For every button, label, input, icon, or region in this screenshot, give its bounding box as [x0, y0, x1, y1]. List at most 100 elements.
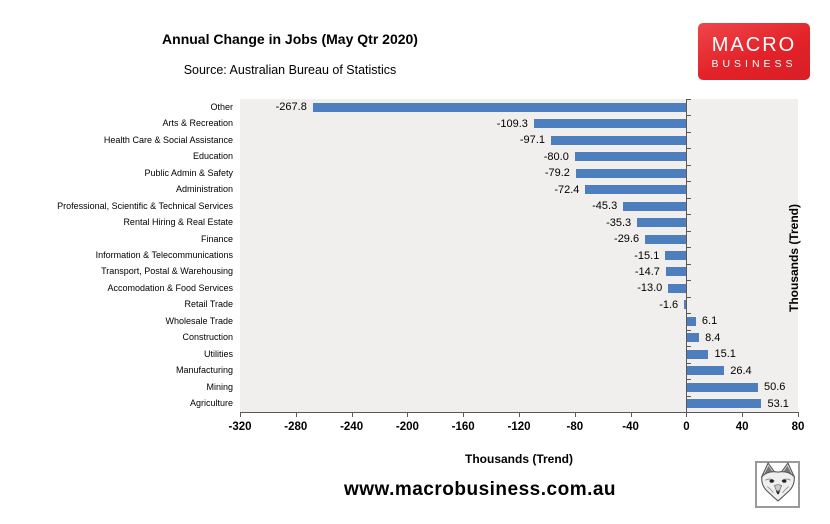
value-label: 6.1	[701, 315, 718, 328]
website-url: www.macrobusiness.com.au	[343, 479, 617, 500]
bar	[623, 201, 687, 211]
category-label: Wholesale Trade	[165, 315, 233, 326]
x-axis-tick	[463, 412, 464, 417]
value-label: -14.7	[634, 265, 660, 278]
value-label: -1.6	[659, 298, 679, 311]
x-axis-tick	[575, 412, 576, 417]
x-axis-tick	[407, 412, 408, 417]
x-tick-label: 0	[683, 421, 690, 433]
value-label: -267.8	[275, 101, 307, 114]
fox-head-icon	[760, 462, 796, 507]
category-axis-tick	[686, 330, 691, 331]
category-label: Accomodation & Food Services	[107, 282, 233, 293]
bar	[585, 185, 687, 195]
value-label: 15.1	[714, 348, 736, 361]
category-axis-tick	[686, 264, 691, 265]
x-tick-label: -200	[395, 421, 419, 433]
category-label: Transport, Postal & Warehousing	[101, 266, 233, 277]
category-label: Agriculture	[189, 398, 233, 409]
category-axis-tick	[686, 99, 691, 100]
category-label: Manufacturing	[175, 365, 233, 376]
category-label: Information & Telecommunications	[95, 250, 233, 260]
category-axis-tick	[686, 231, 691, 232]
category-label: Utilities	[203, 348, 233, 359]
x-tick-label: 80	[791, 421, 805, 433]
bar	[668, 283, 687, 293]
category-axis-tick	[686, 280, 691, 281]
bar	[575, 168, 687, 178]
category-axis-tick	[686, 379, 691, 380]
category-label: Health Care & Social Assistance	[103, 134, 233, 145]
value-label: -72.4	[554, 183, 580, 196]
value-label: -15.1	[634, 249, 660, 262]
category-label: Public Admin & Safety	[144, 167, 233, 178]
category-label: Rental Hiring & Real Estate	[123, 217, 233, 228]
category-label: Professional, Scientific & Technical Ser…	[57, 200, 233, 211]
category-label: Mining	[206, 381, 233, 392]
x-axis-tick	[742, 412, 743, 417]
x-axis-tick	[519, 412, 520, 417]
x-tick-label: -320	[228, 421, 252, 433]
value-label: -29.6	[614, 233, 640, 246]
category-axis-tick	[686, 297, 691, 298]
category-axis-tick	[686, 363, 691, 364]
category-label: Retail Trade	[184, 299, 233, 310]
x-axis-tick	[240, 412, 241, 417]
category-label: Arts & Recreation	[162, 118, 233, 129]
value-label: 53.1	[767, 397, 789, 410]
x-axis-tick	[686, 412, 687, 417]
chart-title: Annual Change in Jobs (May Qtr 2020)	[162, 31, 418, 47]
category-label: Construction	[182, 332, 233, 343]
x-tick-label: -280	[284, 421, 308, 433]
category-axis-tick	[686, 313, 691, 314]
value-label: -109.3	[496, 117, 528, 130]
category-label: Administration	[175, 184, 233, 195]
logo-text-macro: MACRO	[711, 33, 797, 56]
x-tick-label: -40	[622, 421, 639, 433]
category-axis-tick	[686, 396, 691, 397]
bar	[574, 152, 687, 162]
x-tick-label: -80	[566, 421, 584, 433]
x-tick-label: -240	[340, 421, 364, 433]
x-axis-tick	[296, 412, 297, 417]
chart-source: Source: Australian Bureau of Statistics	[183, 63, 397, 77]
value-label: -97.1	[519, 134, 545, 147]
bar	[687, 333, 700, 343]
category-label: Other	[210, 101, 233, 112]
logo-text-business: BUSINESS	[711, 57, 797, 70]
x-axis-tick	[798, 412, 799, 417]
x-axis-tick	[631, 412, 632, 417]
macrobusiness-logo: MACRO BUSINESS	[698, 23, 810, 80]
bar	[312, 102, 687, 112]
x-tick-label: -120	[507, 421, 531, 433]
x-axis-title: Thousands (Trend)	[465, 452, 573, 466]
y-axis-title-right: Thousands (Trend)	[787, 204, 801, 312]
value-label: 26.4	[730, 364, 752, 377]
value-label: -13.0	[637, 282, 663, 295]
bar	[687, 349, 709, 359]
fox-logo	[755, 461, 800, 508]
bar	[637, 218, 687, 228]
category-axis-tick	[686, 198, 691, 199]
category-axis-tick	[686, 132, 691, 133]
plot-area	[240, 99, 798, 412]
category-axis-tick	[686, 214, 691, 215]
x-axis-tick	[352, 412, 353, 417]
category-label: Education	[192, 151, 233, 162]
category-axis-tick	[686, 148, 691, 149]
value-label: -80.0	[543, 150, 569, 163]
category-axis-tick	[686, 247, 691, 248]
bar	[665, 251, 687, 260]
value-label: 50.6	[763, 381, 786, 394]
bar	[550, 135, 687, 145]
category-axis-tick	[686, 181, 691, 182]
bar	[687, 366, 725, 376]
category-axis-tick	[686, 165, 691, 166]
value-label: -45.3	[592, 200, 618, 213]
bar	[533, 119, 687, 129]
bar	[687, 399, 762, 409]
category-axis-tick	[686, 115, 691, 116]
category-axis-tick	[686, 346, 691, 347]
